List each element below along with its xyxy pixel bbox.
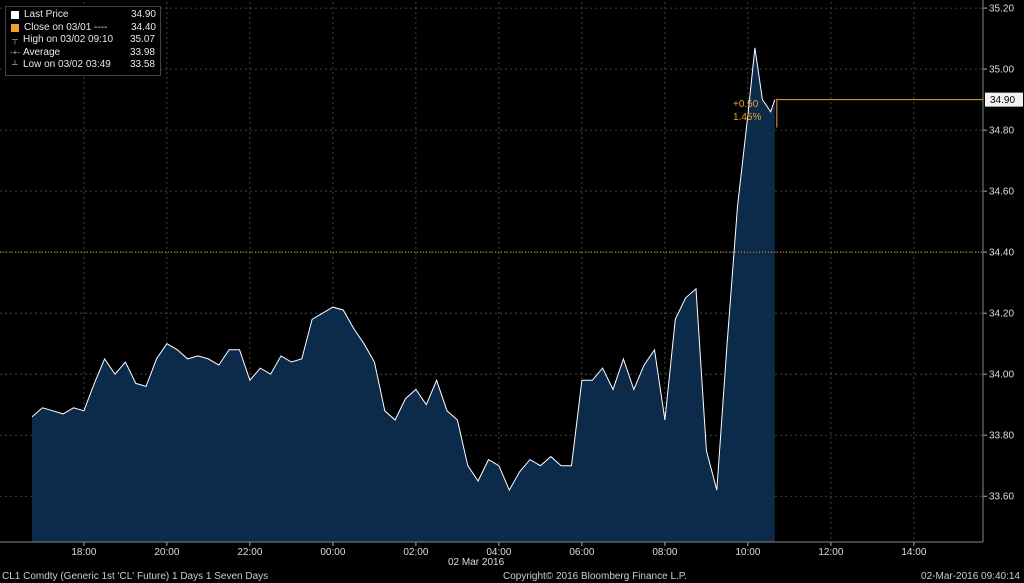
y-tick-label: 35.20 xyxy=(989,4,1014,15)
x-tick-label: 08:00 xyxy=(652,547,677,558)
footer-copyright: Copyright© 2016 Bloomberg Finance L.P. xyxy=(503,571,687,582)
y-tick-label: 33.80 xyxy=(989,431,1014,442)
y-tick-label: 33.60 xyxy=(989,492,1014,503)
x-tick-label: 02:00 xyxy=(403,547,428,558)
x-tick-label: 04:00 xyxy=(486,547,511,558)
price-area-fill xyxy=(32,47,775,543)
average-marker-icon: -+- xyxy=(10,47,20,57)
x-tick-label: 14:00 xyxy=(901,547,926,558)
legend-label: Last Price xyxy=(24,9,69,20)
y-tick-label: 35.00 xyxy=(989,65,1014,76)
footer-security-description: CL1 Comdty (Generic 1st 'CL' Future) 1 D… xyxy=(2,571,269,582)
x-tick-label: 20:00 xyxy=(154,547,179,558)
y-tick-label: 34.60 xyxy=(989,187,1014,198)
legend-item-low: ┴ Low on 03/02 03:49 33.58 xyxy=(10,59,156,72)
legend-label: Close on 03/01 ---- xyxy=(24,21,108,33)
y-tick-label: 34.20 xyxy=(989,309,1014,320)
chart-grid xyxy=(0,2,983,542)
x-axis-labels: 18:00 20:00 22:00 00:00 02:00 04:00 06:00 08:00… xyxy=(71,547,926,558)
legend-value: 33.58 xyxy=(129,59,155,71)
x-tick-label: 06:00 xyxy=(569,547,594,558)
x-tick-label: 12:00 xyxy=(818,547,843,558)
legend-value: 34.40 xyxy=(130,21,156,33)
chart-legend: Last Price 34.90 Close on 03/01 ---- 34.… xyxy=(5,6,161,76)
legend-value: 33.98 xyxy=(129,46,155,58)
legend-label: Low on 03/02 03:49 xyxy=(23,59,111,71)
y-tick-label: 34.00 xyxy=(989,370,1014,381)
last-price-badge: 34.90 xyxy=(985,92,1023,107)
x-tick-label: 22:00 xyxy=(237,547,262,558)
legend-value: 35.07 xyxy=(129,34,155,46)
legend-item-high: ┬ High on 03/02 09:10 35.07 xyxy=(10,34,156,47)
last-price-badge-label: 34.90 xyxy=(990,95,1015,106)
legend-label: Average xyxy=(23,46,61,58)
high-marker-icon: ┬ xyxy=(12,35,18,45)
last-price-badge-bg xyxy=(985,92,1023,107)
y-tick-label: 34.80 xyxy=(989,126,1014,137)
x-tick-label: 10:00 xyxy=(735,547,760,558)
legend-item-close: Close on 03/01 ---- 34.40 xyxy=(10,22,156,35)
legend-item-average: -+- Average 33.98 xyxy=(10,47,156,60)
y-tick-label: 34.40 xyxy=(989,248,1014,259)
footer-timestamp: 02-Mar-2016 09:40:14 xyxy=(921,571,1020,582)
legend-label: High on 03/02 09:10 xyxy=(23,34,114,46)
y-axis-labels: 33.60 33.80 34.00 34.20 34.40 34.60 34.80 35.00… xyxy=(989,4,1014,503)
low-marker-icon: ┴ xyxy=(12,60,18,70)
legend-value: 34.90 xyxy=(130,9,156,20)
legend-item-last-price: Last Price 34.90 xyxy=(10,9,156,22)
price-change-percent-label: 1.45% xyxy=(733,112,761,123)
white-square-icon xyxy=(11,11,19,20)
orange-square-icon xyxy=(11,23,19,32)
x-tick-label: 00:00 xyxy=(320,547,345,558)
x-axis-date-label: 02 Mar 2016 xyxy=(448,557,505,568)
x-tick-label: 18:00 xyxy=(71,547,96,558)
price-line xyxy=(31,47,776,492)
chart-axes xyxy=(0,0,987,546)
price-change-label: +0.50 xyxy=(733,99,759,110)
